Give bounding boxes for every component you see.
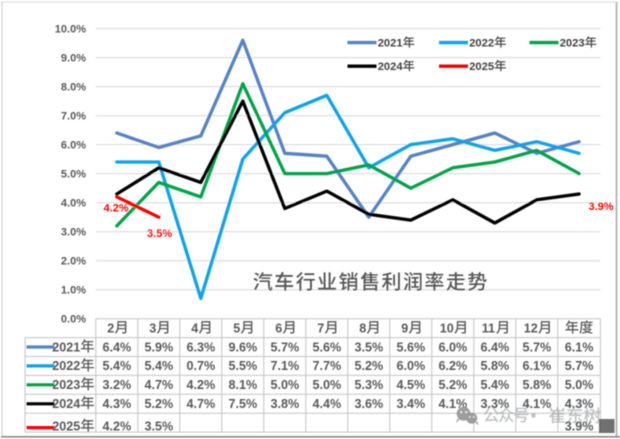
- svg-text:8.0%: 8.0%: [61, 82, 86, 94]
- svg-text:4.1%: 4.1%: [522, 397, 551, 411]
- svg-text:2021: 2021: [378, 38, 403, 50]
- svg-text:5.7%: 5.7%: [565, 359, 594, 373]
- svg-text:4.3%: 4.3%: [102, 397, 131, 411]
- svg-text:5.4%: 5.4%: [480, 378, 509, 392]
- svg-text:6.0%: 6.0%: [396, 359, 425, 373]
- svg-text:8.1%: 8.1%: [228, 378, 257, 392]
- svg-text:3.6%: 3.6%: [354, 397, 383, 411]
- svg-text:3.9%: 3.9%: [588, 201, 613, 213]
- svg-text:4.0%: 4.0%: [61, 198, 86, 210]
- svg-text:2022: 2022: [469, 38, 494, 50]
- svg-text:7: 7: [317, 321, 324, 335]
- svg-text:6.1%: 6.1%: [522, 359, 551, 373]
- svg-text:6.3%: 6.3%: [186, 340, 215, 354]
- svg-text:4.7%: 4.7%: [144, 378, 173, 392]
- svg-text:9.6%: 9.6%: [228, 340, 257, 354]
- svg-text:5.7%: 5.7%: [522, 340, 551, 354]
- svg-text:2025: 2025: [52, 420, 80, 434]
- svg-text:5.9%: 5.9%: [144, 340, 173, 354]
- svg-text:3.3%: 3.3%: [480, 397, 509, 411]
- svg-text:5.0%: 5.0%: [312, 378, 341, 392]
- svg-text:5.4%: 5.4%: [144, 359, 173, 373]
- svg-text:4.2%: 4.2%: [186, 378, 215, 392]
- svg-text:3.0%: 3.0%: [61, 227, 86, 239]
- svg-text:5.0%: 5.0%: [565, 378, 594, 392]
- svg-text:3: 3: [149, 321, 156, 335]
- svg-text:2024: 2024: [378, 61, 404, 73]
- svg-text:6.2%: 6.2%: [438, 359, 467, 373]
- svg-text:4.2%: 4.2%: [104, 202, 129, 214]
- svg-text:4.7%: 4.7%: [186, 397, 215, 411]
- svg-text:7.7%: 7.7%: [312, 359, 341, 373]
- svg-text:5.2%: 5.2%: [354, 359, 383, 373]
- svg-text:9.0%: 9.0%: [61, 53, 86, 65]
- svg-text:8: 8: [359, 321, 366, 335]
- svg-text:5.6%: 5.6%: [396, 340, 425, 354]
- svg-text:6.4%: 6.4%: [102, 340, 131, 354]
- svg-text:7.0%: 7.0%: [61, 111, 86, 123]
- svg-text:5.8%: 5.8%: [522, 378, 551, 392]
- svg-text:5.3%: 5.3%: [354, 378, 383, 392]
- svg-text:2022: 2022: [52, 359, 80, 373]
- svg-text:4.4%: 4.4%: [312, 397, 341, 411]
- svg-text:4: 4: [191, 321, 198, 335]
- svg-text:6.0%: 6.0%: [61, 140, 86, 152]
- svg-text:3.5%: 3.5%: [354, 340, 383, 354]
- svg-text:5.0%: 5.0%: [61, 169, 86, 181]
- svg-text:4.2%: 4.2%: [102, 420, 131, 434]
- svg-text:5.5%: 5.5%: [228, 359, 257, 373]
- svg-text:5.6%: 5.6%: [312, 340, 341, 354]
- svg-text:4.1%: 4.1%: [438, 397, 467, 411]
- svg-text:0.0%: 0.0%: [61, 314, 86, 326]
- svg-text:4.3%: 4.3%: [565, 397, 594, 411]
- svg-text:5.0%: 5.0%: [270, 378, 299, 392]
- svg-text:2023: 2023: [52, 378, 80, 392]
- svg-text:2024: 2024: [52, 397, 80, 411]
- svg-text:6.1%: 6.1%: [565, 340, 594, 354]
- svg-text:6.4%: 6.4%: [480, 340, 509, 354]
- svg-text:1.0%: 1.0%: [61, 285, 86, 297]
- svg-text:5.2%: 5.2%: [144, 397, 173, 411]
- svg-text:2023: 2023: [560, 38, 585, 50]
- svg-text:3.5%: 3.5%: [144, 420, 173, 434]
- svg-text:2021: 2021: [52, 340, 80, 354]
- svg-text:9: 9: [401, 321, 408, 335]
- svg-text:2: 2: [107, 321, 114, 335]
- svg-text:5.2%: 5.2%: [438, 378, 467, 392]
- svg-text:0.7%: 0.7%: [186, 359, 215, 373]
- svg-text:12: 12: [524, 321, 538, 335]
- svg-text:5.7%: 5.7%: [270, 340, 299, 354]
- svg-text:5: 5: [233, 321, 240, 335]
- svg-text:3.2%: 3.2%: [102, 378, 131, 392]
- svg-text:7.1%: 7.1%: [270, 359, 299, 373]
- svg-text:7.5%: 7.5%: [228, 397, 257, 411]
- svg-text:3.4%: 3.4%: [396, 397, 425, 411]
- svg-text:5.8%: 5.8%: [480, 359, 509, 373]
- svg-text:3.5%: 3.5%: [147, 228, 172, 240]
- svg-text:2025: 2025: [469, 61, 494, 73]
- svg-text:3.8%: 3.8%: [270, 397, 299, 411]
- svg-text:2.0%: 2.0%: [61, 256, 86, 268]
- svg-text:6: 6: [275, 321, 282, 335]
- svg-text:6.0%: 6.0%: [438, 340, 467, 354]
- svg-text:10.0%: 10.0%: [55, 24, 86, 36]
- svg-text:10: 10: [440, 321, 454, 335]
- svg-text:11: 11: [482, 321, 495, 335]
- svg-text:4.5%: 4.5%: [396, 378, 425, 392]
- svg-text:5.4%: 5.4%: [102, 359, 131, 373]
